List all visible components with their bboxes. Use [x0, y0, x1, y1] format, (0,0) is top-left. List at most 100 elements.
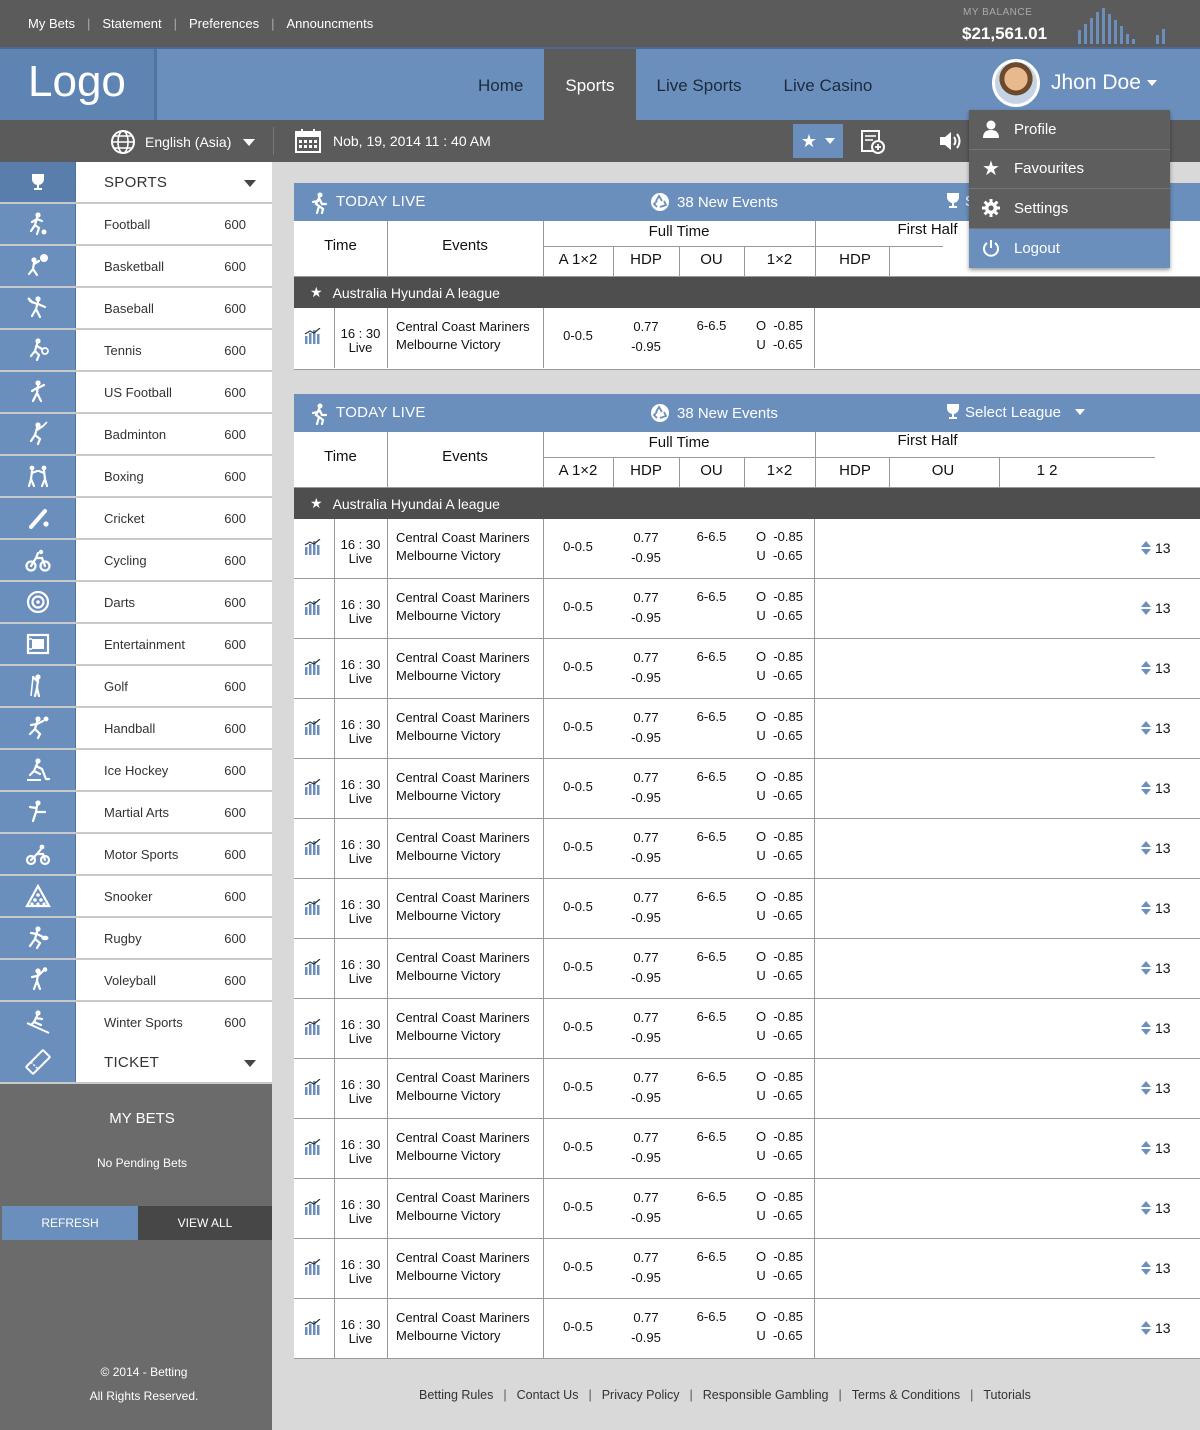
- refresh-button[interactable]: REFRESH: [2, 1206, 138, 1240]
- odds-hdp-home[interactable]: 0.77: [633, 830, 659, 845]
- footer-link-tutorials[interactable]: Tutorials: [983, 1388, 1031, 1402]
- odds-hdp-away[interactable]: -0.95: [631, 1030, 661, 1045]
- match-row[interactable]: 16 : 30 Live Central Coast Mariners Melbour…: [294, 1299, 1200, 1359]
- top-link-announcements[interactable]: Announcments: [286, 16, 374, 31]
- sidebar-sports-header[interactable]: SPORTS: [0, 162, 272, 204]
- stats-chart-icon[interactable]: [304, 719, 322, 735]
- odds-hdp-away[interactable]: -0.95: [631, 550, 661, 565]
- odds-ou[interactable]: 6-6.5: [696, 529, 727, 544]
- odds-hdp-home[interactable]: 0.77: [633, 950, 659, 965]
- odds-over[interactable]: O -0.85: [756, 1309, 803, 1324]
- odds-hdp-away[interactable]: -0.95: [631, 339, 661, 354]
- nav-home[interactable]: Home: [478, 76, 524, 95]
- odds-hdp-home[interactable]: 0.77: [633, 1250, 659, 1265]
- odds-over[interactable]: O -0.85: [756, 649, 803, 664]
- odds-ou[interactable]: 6-6.5: [696, 589, 727, 604]
- odds-hdp-away[interactable]: -0.95: [631, 1270, 661, 1285]
- odds-over[interactable]: O -0.85: [756, 1009, 803, 1024]
- nav-live-sports[interactable]: Live Sports: [656, 76, 742, 95]
- language-selector[interactable]: English (Asia): [110, 129, 256, 155]
- odds-hdp-home[interactable]: 0.77: [633, 1310, 659, 1325]
- odds-under[interactable]: U -0.65: [756, 1148, 803, 1163]
- more-markets[interactable]: 13: [1140, 1079, 1171, 1097]
- stats-chart-icon[interactable]: [304, 328, 322, 344]
- odds-a12[interactable]: 0-0.5: [563, 1079, 593, 1094]
- more-markets[interactable]: 13: [1140, 539, 1171, 557]
- odds-ou[interactable]: 6-6.5: [696, 769, 727, 784]
- match-row[interactable]: 16 : 30 Live Central Coast Mariners Melbour…: [294, 1119, 1200, 1179]
- odds-ou[interactable]: 6-6.5: [696, 1009, 727, 1024]
- stats-chart-icon[interactable]: [304, 839, 322, 855]
- odds-a12[interactable]: 0-0.5: [563, 719, 593, 734]
- footer-link-privacy-policy[interactable]: Privacy Policy: [601, 1388, 680, 1402]
- odds-ou[interactable]: 6-6.5: [696, 949, 727, 964]
- odds-hdp-home[interactable]: 0.77: [633, 319, 659, 334]
- odds-over[interactable]: O -0.85: [756, 318, 803, 333]
- footer-link-terms[interactable]: Terms & Conditions: [851, 1388, 961, 1402]
- sidebar-item-ice-hockey[interactable]: Ice Hockey 600: [0, 750, 272, 792]
- panel2-league-bar[interactable]: ★ Australia Hyundai A league: [294, 488, 1200, 519]
- odds-over[interactable]: O -0.85: [756, 529, 803, 544]
- odds-hdp-home[interactable]: 0.77: [633, 590, 659, 605]
- odds-hdp-away[interactable]: -0.95: [631, 790, 661, 805]
- user-menu-trigger[interactable]: Jhon Doe: [992, 59, 1157, 107]
- panel2-select-league[interactable]: Select League: [946, 403, 1085, 421]
- sidebar-item-entertainment[interactable]: Entertainment 600: [0, 624, 272, 666]
- odds-over[interactable]: O -0.85: [756, 1069, 803, 1084]
- odds-a12[interactable]: 0-0.5: [563, 599, 593, 614]
- more-markets[interactable]: 13: [1140, 1019, 1171, 1037]
- top-link-my-bets[interactable]: My Bets: [28, 16, 75, 31]
- footer-link-responsible-gambling[interactable]: Responsible Gambling: [702, 1388, 829, 1402]
- odds-under[interactable]: U -0.65: [756, 848, 803, 863]
- odds-a12[interactable]: 0-0.5: [563, 1319, 593, 1334]
- odds-hdp-away[interactable]: -0.95: [631, 610, 661, 625]
- odds-ou[interactable]: 6-6.5: [696, 649, 727, 664]
- more-markets[interactable]: 13: [1140, 1259, 1171, 1277]
- sidebar-item-tennis[interactable]: Tennis 600: [0, 330, 272, 372]
- stats-chart-icon[interactable]: [304, 1199, 322, 1215]
- speaker-icon[interactable]: [938, 129, 964, 153]
- sidebar-item-martial-arts[interactable]: Martial Arts 600: [0, 792, 272, 834]
- odds-hdp-home[interactable]: 0.77: [633, 530, 659, 545]
- menu-item-settings[interactable]: Settings: [969, 189, 1170, 229]
- stats-chart-icon[interactable]: [304, 659, 322, 675]
- odds-ou[interactable]: 6-6.5: [696, 709, 727, 724]
- odds-ou[interactable]: 6-6.5: [696, 1249, 727, 1264]
- stats-chart-icon[interactable]: [304, 1259, 322, 1275]
- stats-chart-icon[interactable]: [304, 899, 322, 915]
- odds-under[interactable]: U -0.65: [756, 968, 803, 983]
- match-row[interactable]: 16 : 30 Live Central Coast Mariners Melbour…: [294, 999, 1200, 1059]
- odds-over[interactable]: O -0.85: [756, 949, 803, 964]
- stats-chart-icon[interactable]: [304, 959, 322, 975]
- match-row[interactable]: 16 : 30 Live Central Coast Mariners Melbour…: [294, 759, 1200, 819]
- sidebar-ticket-header[interactable]: TICKET: [0, 1042, 272, 1084]
- sidebar-item-darts[interactable]: Darts 600: [0, 582, 272, 624]
- sidebar-item-handball[interactable]: Handball 600: [0, 708, 272, 750]
- chevron-down-icon[interactable]: [1146, 80, 1157, 86]
- sidebar-item-baseball[interactable]: Baseball 600: [0, 288, 272, 330]
- odds-a12[interactable]: 0-0.5: [563, 779, 593, 794]
- odds-a12[interactable]: 0-0.5: [563, 328, 593, 343]
- odds-over[interactable]: O -0.85: [756, 889, 803, 904]
- top-link-preferences[interactable]: Preferences: [189, 16, 260, 31]
- betslip-add-icon[interactable]: [860, 129, 886, 155]
- odds-under[interactable]: U -0.65: [756, 337, 803, 352]
- more-markets[interactable]: 13: [1140, 959, 1171, 977]
- sidebar-item-volleyball[interactable]: Voleyball 600: [0, 960, 272, 1002]
- user-name[interactable]: Jhon Doe: [1051, 71, 1141, 94]
- odds-a12[interactable]: 0-0.5: [563, 1139, 593, 1154]
- panel2-new-events[interactable]: 38 New Events: [650, 403, 778, 423]
- match-row[interactable]: 16 : 30 Live Central Coast Mariners Melbour…: [294, 1239, 1200, 1299]
- stats-chart-icon[interactable]: [304, 1319, 322, 1335]
- odds-hdp-away[interactable]: -0.95: [631, 910, 661, 925]
- sidebar-item-cricket[interactable]: Cricket 600: [0, 498, 272, 540]
- odds-under[interactable]: U -0.65: [756, 788, 803, 803]
- stats-chart-icon[interactable]: [304, 599, 322, 615]
- odds-under[interactable]: U -0.65: [756, 668, 803, 683]
- odds-ou[interactable]: 6-6.5: [696, 1189, 727, 1204]
- star-icon[interactable]: ★: [310, 495, 323, 511]
- menu-item-logout[interactable]: Logout: [969, 228, 1170, 268]
- sidebar-item-winter-sports[interactable]: Winter Sports 600: [0, 1002, 272, 1044]
- nav-sports[interactable]: Sports: [544, 49, 636, 122]
- more-markets[interactable]: 13: [1140, 659, 1171, 677]
